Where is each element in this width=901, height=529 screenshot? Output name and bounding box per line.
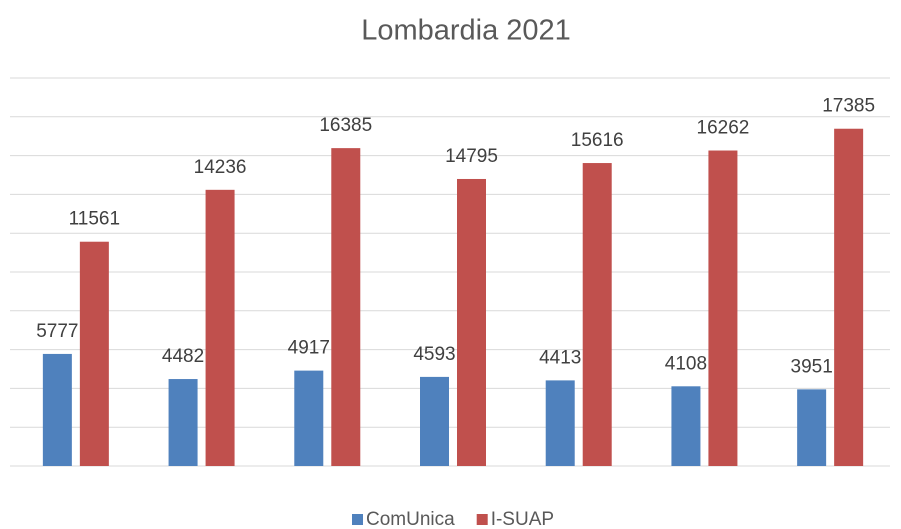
legend-swatch <box>476 514 488 525</box>
data-label: 16385 <box>319 115 372 136</box>
data-label: 11561 <box>69 209 120 230</box>
bar <box>671 386 701 466</box>
data-label: 5777 <box>36 321 78 342</box>
data-label: 4917 <box>288 338 330 359</box>
chart-title: Lombardia 2021 <box>361 15 571 47</box>
bar <box>331 148 361 467</box>
data-label: 4413 <box>539 347 581 368</box>
data-label: 15616 <box>571 130 624 151</box>
bar <box>545 380 575 466</box>
data-label: 17385 <box>822 96 875 117</box>
bar <box>168 379 198 466</box>
data-label: 4108 <box>665 353 707 374</box>
bar <box>79 241 109 466</box>
data-label: 14795 <box>445 146 498 167</box>
bar <box>708 150 738 466</box>
data-label: 3951 <box>791 356 833 377</box>
bar <box>797 389 827 466</box>
bar <box>457 178 486 467</box>
legend-label: ComUnica <box>366 509 455 529</box>
bar <box>420 376 449 466</box>
legend-swatch <box>352 514 363 525</box>
data-label: 4593 <box>413 344 455 365</box>
bar <box>42 353 72 466</box>
bar <box>205 189 235 466</box>
legend-label: I-SUAP <box>491 509 554 529</box>
bar <box>294 370 324 466</box>
data-label: 16262 <box>697 118 750 139</box>
data-label: 4482 <box>162 346 204 367</box>
bar <box>834 128 864 466</box>
bar <box>582 163 612 466</box>
data-label: 14236 <box>194 157 247 178</box>
